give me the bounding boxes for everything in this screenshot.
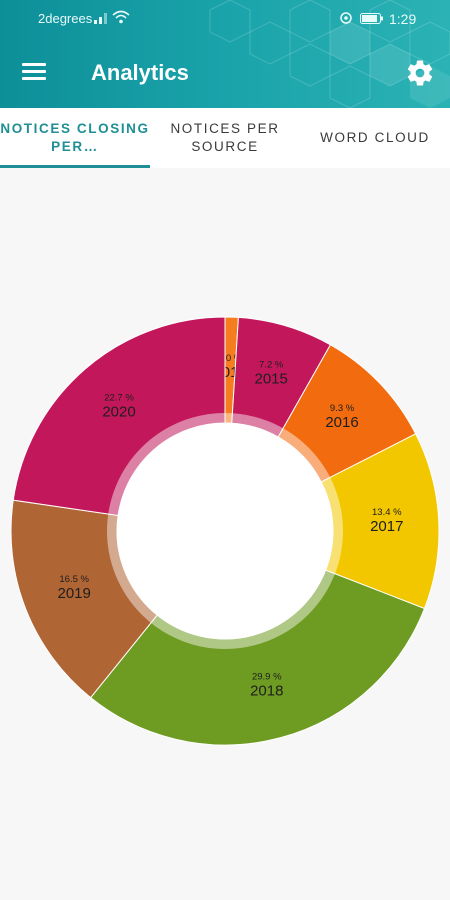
hexagon-pattern-decoration <box>209 0 450 108</box>
donut-inner-ring <box>107 413 343 649</box>
slice-category-label: 2017 <box>370 518 403 535</box>
tab-notices-closing-per[interactable]: NOTICES CLOSING PER… <box>0 108 150 168</box>
donut-hole <box>117 423 333 639</box>
tab-notices-per-source[interactable]: NOTICES PER SOURCE <box>170 121 280 154</box>
slice-value-label: 16.5 % <box>59 574 89 585</box>
gear-icon[interactable] <box>405 58 435 88</box>
tab-word-cloud[interactable]: WORD CLOUD <box>320 130 430 145</box>
slice-value-label: 22.7 % <box>104 392 134 403</box>
slice-value-label: 29.9 % <box>252 672 282 683</box>
signal-icon <box>94 13 107 24</box>
slice-value-label: 9.3 % <box>330 403 355 414</box>
slice-value-label: 1.0 % <box>218 353 243 364</box>
status-time: 1:29 <box>389 11 417 27</box>
slice-value-label: 7.2 % <box>259 360 284 371</box>
app-bar: Analytics <box>0 44 450 104</box>
slice-category-label: 2019 <box>58 585 91 602</box>
slice-category-label: 2015 <box>254 371 287 388</box>
slice-category-label: 2018 <box>250 683 283 700</box>
app-header: 2degrees 1:29 Analytics <box>0 0 450 108</box>
slice-category-label: 2020 <box>102 403 135 420</box>
battery-icon <box>360 13 383 24</box>
tab-bar: NOTICES CLOSING PER… NOTICES PER SOURCE … <box>0 108 450 168</box>
vibrate-icon <box>340 12 352 24</box>
slice-category-label: 2016 <box>325 414 358 431</box>
chart-area: 1.0 % 2014 7.2 % 2015 9.3 % 2016 13.4 % 2017 29.… <box>0 168 450 900</box>
carrier-name: 2degrees <box>38 11 93 26</box>
page-title: Analytics <box>91 60 189 85</box>
wifi-icon <box>112 10 130 24</box>
status-bar: 2degrees 1:29 <box>0 0 450 36</box>
hamburger-menu-icon[interactable] <box>22 60 50 86</box>
slice-value-label: 13.4 % <box>372 507 402 518</box>
